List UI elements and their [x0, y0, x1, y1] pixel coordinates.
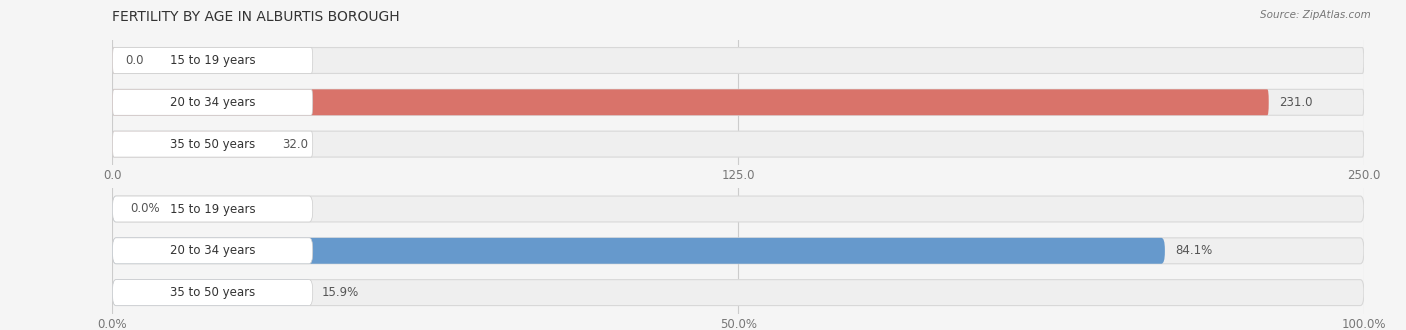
FancyBboxPatch shape	[112, 89, 1268, 115]
FancyBboxPatch shape	[112, 48, 1364, 74]
Text: 84.1%: 84.1%	[1175, 244, 1212, 257]
FancyBboxPatch shape	[112, 131, 1364, 157]
FancyBboxPatch shape	[112, 131, 312, 157]
Text: 35 to 50 years: 35 to 50 years	[170, 138, 256, 150]
FancyBboxPatch shape	[112, 280, 312, 306]
Text: 0.0%: 0.0%	[131, 203, 160, 215]
FancyBboxPatch shape	[112, 280, 312, 306]
Text: 15 to 19 years: 15 to 19 years	[170, 54, 256, 67]
FancyBboxPatch shape	[112, 131, 273, 157]
FancyBboxPatch shape	[112, 89, 312, 115]
FancyBboxPatch shape	[112, 238, 312, 264]
Text: 32.0: 32.0	[283, 138, 309, 150]
FancyBboxPatch shape	[112, 280, 1364, 306]
FancyBboxPatch shape	[112, 48, 115, 74]
FancyBboxPatch shape	[112, 238, 1364, 264]
FancyBboxPatch shape	[112, 238, 1164, 264]
Text: 20 to 34 years: 20 to 34 years	[170, 244, 256, 257]
FancyBboxPatch shape	[112, 196, 1364, 222]
Text: 15.9%: 15.9%	[322, 286, 359, 299]
Text: Source: ZipAtlas.com: Source: ZipAtlas.com	[1260, 10, 1371, 20]
Text: 231.0: 231.0	[1278, 96, 1312, 109]
FancyBboxPatch shape	[112, 196, 312, 222]
Text: 20 to 34 years: 20 to 34 years	[170, 96, 256, 109]
Text: 0.0: 0.0	[125, 54, 143, 67]
FancyBboxPatch shape	[112, 48, 312, 74]
FancyBboxPatch shape	[112, 196, 120, 222]
FancyBboxPatch shape	[112, 89, 1364, 115]
Text: FERTILITY BY AGE IN ALBURTIS BOROUGH: FERTILITY BY AGE IN ALBURTIS BOROUGH	[112, 10, 401, 24]
Text: 35 to 50 years: 35 to 50 years	[170, 286, 256, 299]
Text: 15 to 19 years: 15 to 19 years	[170, 203, 256, 215]
